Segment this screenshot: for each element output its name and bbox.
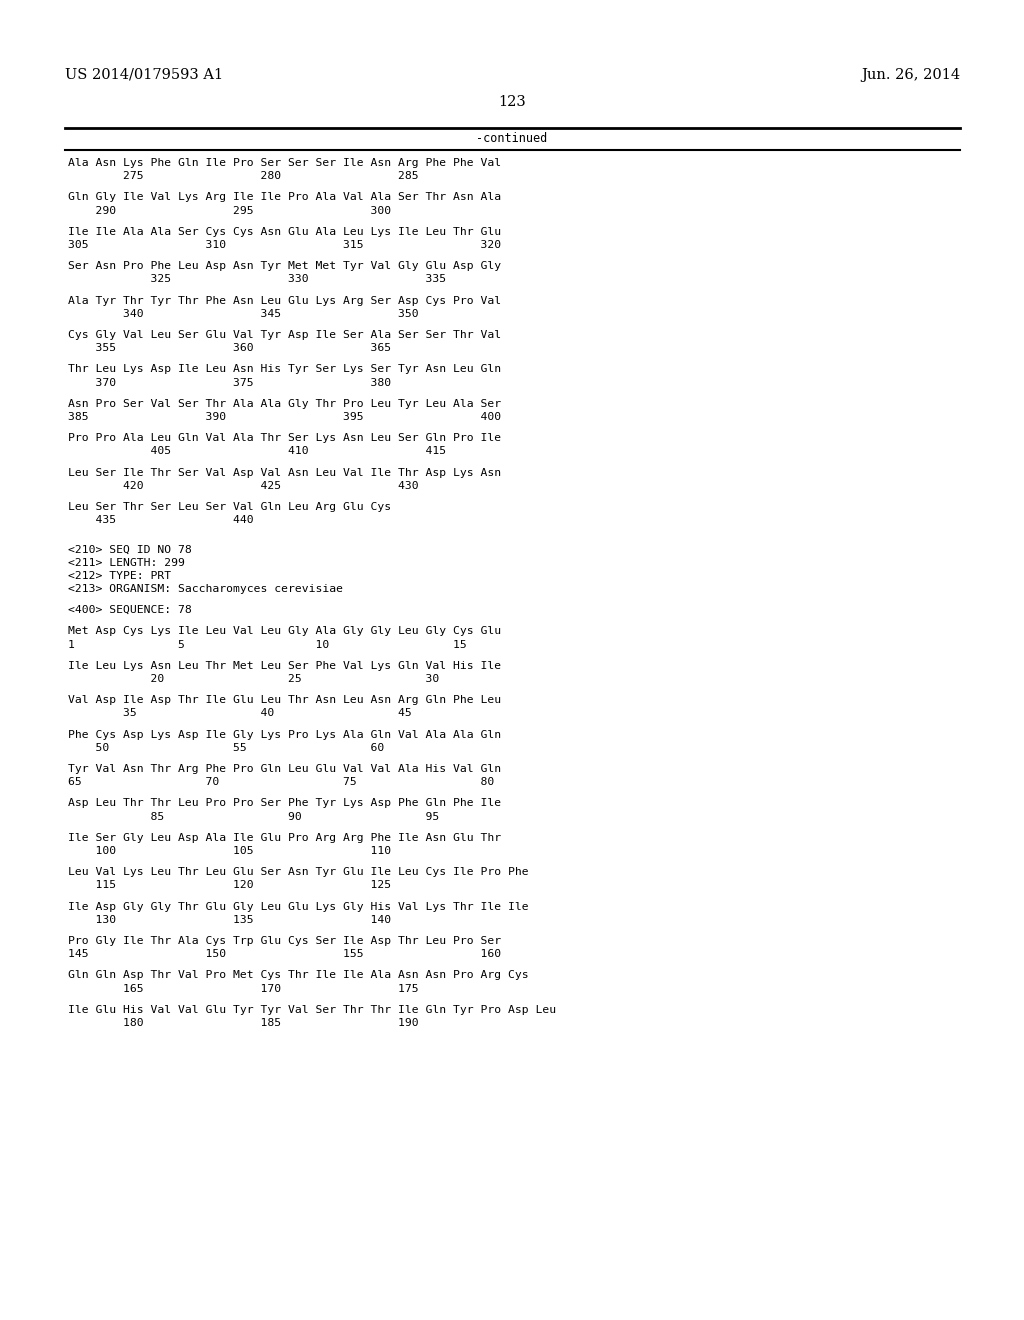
Text: Gln Gln Asp Thr Val Pro Met Cys Thr Ile Ile Ala Asn Asn Pro Arg Cys: Gln Gln Asp Thr Val Pro Met Cys Thr Ile … xyxy=(68,970,528,981)
Text: Ile Asp Gly Gly Thr Glu Gly Leu Glu Lys Gly His Val Lys Thr Ile Ile: Ile Asp Gly Gly Thr Glu Gly Leu Glu Lys … xyxy=(68,902,528,912)
Text: Leu Val Lys Leu Thr Leu Glu Ser Asn Tyr Glu Ile Leu Cys Ile Pro Phe: Leu Val Lys Leu Thr Leu Glu Ser Asn Tyr … xyxy=(68,867,528,878)
Text: Phe Cys Asp Lys Asp Ile Gly Lys Pro Lys Ala Gln Val Ala Ala Gln: Phe Cys Asp Lys Asp Ile Gly Lys Pro Lys … xyxy=(68,730,501,739)
Text: 405                 410                 415: 405 410 415 xyxy=(68,446,446,457)
Text: 355                 360                 365: 355 360 365 xyxy=(68,343,391,354)
Text: Ser Asn Pro Phe Leu Asp Asn Tyr Met Met Tyr Val Gly Glu Asp Gly: Ser Asn Pro Phe Leu Asp Asn Tyr Met Met … xyxy=(68,261,501,271)
Text: 340                 345                 350: 340 345 350 xyxy=(68,309,419,319)
Text: 385                 390                 395                 400: 385 390 395 400 xyxy=(68,412,501,422)
Text: 123: 123 xyxy=(498,95,526,110)
Text: 370                 375                 380: 370 375 380 xyxy=(68,378,391,388)
Text: Pro Pro Ala Leu Gln Val Ala Thr Ser Lys Asn Leu Ser Gln Pro Ile: Pro Pro Ala Leu Gln Val Ala Thr Ser Lys … xyxy=(68,433,501,444)
Text: 305                 310                 315                 320: 305 310 315 320 xyxy=(68,240,501,249)
Text: Met Asp Cys Lys Ile Leu Val Leu Gly Ala Gly Gly Leu Gly Cys Glu: Met Asp Cys Lys Ile Leu Val Leu Gly Ala … xyxy=(68,627,501,636)
Text: Leu Ser Ile Thr Ser Val Asp Val Asn Leu Val Ile Thr Asp Lys Asn: Leu Ser Ile Thr Ser Val Asp Val Asn Leu … xyxy=(68,467,501,478)
Text: Gln Gly Ile Val Lys Arg Ile Ile Pro Ala Val Ala Ser Thr Asn Ala: Gln Gly Ile Val Lys Arg Ile Ile Pro Ala … xyxy=(68,193,501,202)
Text: <210> SEQ ID NO 78: <210> SEQ ID NO 78 xyxy=(68,544,191,554)
Text: Leu Ser Thr Ser Leu Ser Val Gln Leu Arg Glu Cys: Leu Ser Thr Ser Leu Ser Val Gln Leu Arg … xyxy=(68,502,391,512)
Text: 65                  70                  75                  80: 65 70 75 80 xyxy=(68,777,495,787)
Text: 85                  90                  95: 85 90 95 xyxy=(68,812,439,821)
Text: US 2014/0179593 A1: US 2014/0179593 A1 xyxy=(65,69,223,82)
Text: 180                 185                 190: 180 185 190 xyxy=(68,1018,419,1028)
Text: Tyr Val Asn Thr Arg Phe Pro Gln Leu Glu Val Val Ala His Val Gln: Tyr Val Asn Thr Arg Phe Pro Gln Leu Glu … xyxy=(68,764,501,774)
Text: Ala Asn Lys Phe Gln Ile Pro Ser Ser Ser Ile Asn Arg Phe Phe Val: Ala Asn Lys Phe Gln Ile Pro Ser Ser Ser … xyxy=(68,158,501,168)
Text: 290                 295                 300: 290 295 300 xyxy=(68,206,391,215)
Text: Ile Leu Lys Asn Leu Thr Met Leu Ser Phe Val Lys Gln Val His Ile: Ile Leu Lys Asn Leu Thr Met Leu Ser Phe … xyxy=(68,661,501,671)
Text: 325                 330                 335: 325 330 335 xyxy=(68,275,446,284)
Text: 275                 280                 285: 275 280 285 xyxy=(68,172,419,181)
Text: 115                 120                 125: 115 120 125 xyxy=(68,880,391,891)
Text: Ile Glu His Val Val Glu Tyr Tyr Val Ser Thr Thr Ile Gln Tyr Pro Asp Leu: Ile Glu His Val Val Glu Tyr Tyr Val Ser … xyxy=(68,1005,556,1015)
Text: 165                 170                 175: 165 170 175 xyxy=(68,983,419,994)
Text: 130                 135                 140: 130 135 140 xyxy=(68,915,391,925)
Text: Asn Pro Ser Val Ser Thr Ala Ala Gly Thr Pro Leu Tyr Leu Ala Ser: Asn Pro Ser Val Ser Thr Ala Ala Gly Thr … xyxy=(68,399,501,409)
Text: <211> LENGTH: 299: <211> LENGTH: 299 xyxy=(68,557,185,568)
Text: Jun. 26, 2014: Jun. 26, 2014 xyxy=(861,69,961,82)
Text: Ile Ser Gly Leu Asp Ala Ile Glu Pro Arg Arg Phe Ile Asn Glu Thr: Ile Ser Gly Leu Asp Ala Ile Glu Pro Arg … xyxy=(68,833,501,842)
Text: 100                 105                 110: 100 105 110 xyxy=(68,846,391,855)
Text: 435                 440: 435 440 xyxy=(68,515,254,525)
Text: Pro Gly Ile Thr Ala Cys Trp Glu Cys Ser Ile Asp Thr Leu Pro Ser: Pro Gly Ile Thr Ala Cys Trp Glu Cys Ser … xyxy=(68,936,501,946)
Text: 20                  25                  30: 20 25 30 xyxy=(68,675,439,684)
Text: Cys Gly Val Leu Ser Glu Val Tyr Asp Ile Ser Ala Ser Ser Thr Val: Cys Gly Val Leu Ser Glu Val Tyr Asp Ile … xyxy=(68,330,501,341)
Text: 50                  55                  60: 50 55 60 xyxy=(68,743,384,752)
Text: -continued: -continued xyxy=(476,132,548,145)
Text: Asp Leu Thr Thr Leu Pro Pro Ser Phe Tyr Lys Asp Phe Gln Phe Ile: Asp Leu Thr Thr Leu Pro Pro Ser Phe Tyr … xyxy=(68,799,501,808)
Text: Ile Ile Ala Ala Ser Cys Cys Asn Glu Ala Leu Lys Ile Leu Thr Glu: Ile Ile Ala Ala Ser Cys Cys Asn Glu Ala … xyxy=(68,227,501,236)
Text: 145                 150                 155                 160: 145 150 155 160 xyxy=(68,949,501,960)
Text: Ala Tyr Thr Tyr Thr Phe Asn Leu Glu Lys Arg Ser Asp Cys Pro Val: Ala Tyr Thr Tyr Thr Phe Asn Leu Glu Lys … xyxy=(68,296,501,306)
Text: 420                 425                 430: 420 425 430 xyxy=(68,480,419,491)
Text: Thr Leu Lys Asp Ile Leu Asn His Tyr Ser Lys Ser Tyr Asn Leu Gln: Thr Leu Lys Asp Ile Leu Asn His Tyr Ser … xyxy=(68,364,501,375)
Text: Val Asp Ile Asp Thr Ile Glu Leu Thr Asn Leu Asn Arg Gln Phe Leu: Val Asp Ile Asp Thr Ile Glu Leu Thr Asn … xyxy=(68,696,501,705)
Text: 35                  40                  45: 35 40 45 xyxy=(68,709,412,718)
Text: <213> ORGANISM: Saccharomyces cerevisiae: <213> ORGANISM: Saccharomyces cerevisiae xyxy=(68,583,343,594)
Text: <212> TYPE: PRT: <212> TYPE: PRT xyxy=(68,570,171,581)
Text: <400> SEQUENCE: 78: <400> SEQUENCE: 78 xyxy=(68,605,191,615)
Text: 1               5                   10                  15: 1 5 10 15 xyxy=(68,640,467,649)
